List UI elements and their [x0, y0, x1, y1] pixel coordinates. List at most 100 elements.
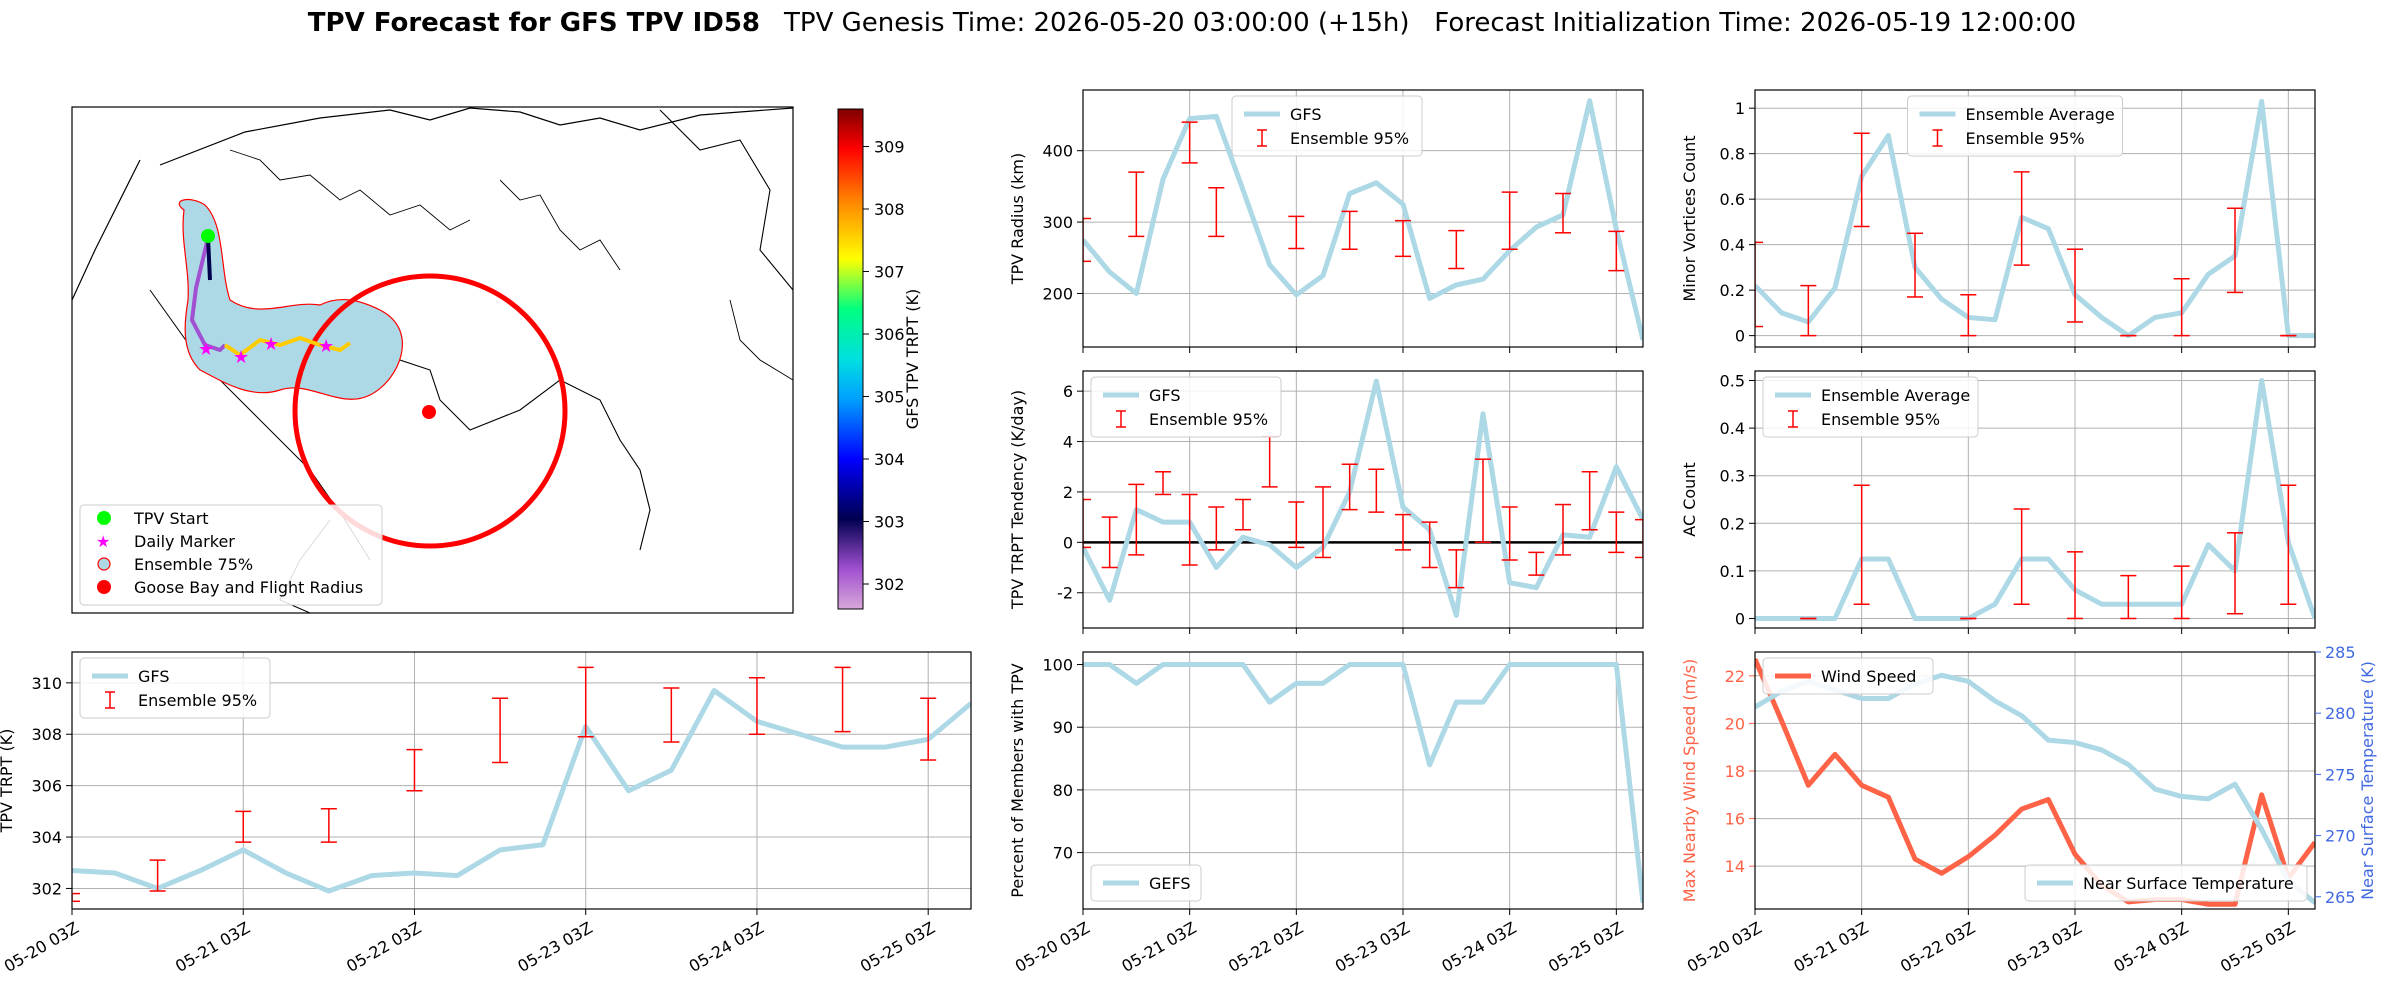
- y-tick-label: 0.3: [1720, 467, 1745, 486]
- panel-ac: 0 0.1 0.2 0.3 0.4 0.5 AC Count Ensemble Average…: [1680, 370, 2316, 634]
- y-tick-label: 80: [1053, 781, 1073, 800]
- plot-area: [1083, 662, 1643, 904]
- x-tick-label: 05-20 03Z: [1, 918, 82, 976]
- legend: Ensemble Average Ensemble 95%: [1907, 95, 2123, 157]
- y-tick-label: 16: [1725, 810, 1745, 829]
- legend-label: Ensemble 95%: [138, 691, 257, 710]
- y-tick-label: 0: [1735, 327, 1745, 346]
- legend-box: [1762, 376, 1979, 438]
- y-axis-label: Minor Vortices Count: [1680, 135, 1699, 301]
- map-track-segment-3: [223, 335, 352, 358]
- map-legend: TPV Start ★ Daily Marker Ensemble 75% Go…: [79, 504, 383, 606]
- y-axis-label: Max Nearby Wind Speed (m/s): [1680, 659, 1699, 902]
- y-tick-label: 70: [1053, 844, 1073, 863]
- y-tick-label: 200: [1042, 284, 1073, 303]
- colorbar-tick-label: 304: [874, 450, 905, 469]
- y-tick-label: 0.1: [1720, 562, 1745, 581]
- y-tick-label: -2: [1057, 584, 1073, 603]
- legend-label: Ensemble Average: [1966, 105, 2115, 124]
- legend-box: [1090, 864, 1202, 902]
- x-tick-label: 05-21 03Z: [172, 918, 253, 976]
- y-tick-label: 0.6: [1720, 190, 1745, 209]
- figure-title: TPV Forecast for GFS TPV ID58 TPV Genesis…: [308, 8, 2076, 38]
- legend: GFS Ensemble 95%: [79, 657, 271, 719]
- series-line-gfs: [1083, 378, 1643, 618]
- y-tick-label: 4: [1063, 433, 1073, 452]
- series-line-gefs: [1083, 662, 1643, 904]
- panel-frame: [1082, 89, 1644, 348]
- series-line-gfs: [72, 688, 971, 894]
- y-tick-label: 0: [1063, 533, 1073, 552]
- map-islands-1: [229, 149, 471, 231]
- x-tick-label: 05-22 03Z: [1225, 918, 1306, 976]
- x-tick-label: 05-20 03Z: [1012, 918, 1093, 976]
- panel-frame: [1082, 370, 1644, 629]
- legend-label: Wind Speed: [1821, 667, 1916, 686]
- y-tick-label: 308: [31, 725, 62, 744]
- series-line-wind-speed: [1755, 658, 2315, 907]
- y-axis-label: AC Count: [1680, 462, 1699, 536]
- legend-box: [1090, 376, 1282, 438]
- legend-box: [1762, 657, 1934, 695]
- series-line-ensemble-average: [1755, 378, 2315, 621]
- map-goose-bay-marker: [422, 405, 436, 419]
- x-tick-label: 05-24 03Z: [2110, 918, 2191, 976]
- colorbar-tick-label: 307: [874, 263, 905, 282]
- map-islands-2: [499, 179, 621, 271]
- map-coastline-greenland: [659, 109, 793, 291]
- map-track-segment-2: [206, 237, 212, 281]
- panel-minor: 0 0.2 0.4 0.6 0.8 1 Minor Vortices Count Ensemb…: [1680, 89, 2316, 353]
- map-coastline-north: [159, 107, 793, 166]
- y-tick-label: 300: [1042, 213, 1073, 232]
- y-tick-label: 0.5: [1720, 372, 1745, 391]
- map-daily-marker-2: ★: [233, 347, 249, 368]
- panel-frame: [1082, 651, 1644, 910]
- legend: Ensemble Average Ensemble 95%: [1762, 376, 1979, 438]
- legend-box: [1231, 95, 1423, 157]
- legend-label: Ensemble 95%: [1290, 129, 1409, 148]
- y-axis-label: Percent of Members with TPV: [1008, 663, 1027, 897]
- legend-box: [2024, 864, 2308, 902]
- plot-area: [1083, 98, 1643, 341]
- y-tick-label: 1: [1735, 99, 1745, 118]
- y-tick-label: 100: [1042, 656, 1073, 675]
- y-right-tick-label: 265: [2325, 888, 2356, 907]
- legend-label: GEFS: [1149, 874, 1191, 893]
- map-border-alaska: [72, 159, 141, 301]
- map-legend-box: [79, 504, 383, 606]
- y-axis-label: TPV TRPT (K): [0, 729, 16, 834]
- y-tick-label: 304: [31, 828, 62, 847]
- y-tick-label: 0.4: [1720, 419, 1745, 438]
- x-tick-label: 05-22 03Z: [1897, 918, 1978, 976]
- plot-area: [1083, 378, 1643, 618]
- series-line-ensemble-average: [1755, 98, 2315, 339]
- figure-title-rest: TPV Genesis Time: 2026-05-20 03:00:00 (+…: [783, 8, 2076, 38]
- x-tick-label: 05-25 03Z: [1545, 918, 1626, 976]
- map-frame: [71, 106, 794, 614]
- map-panel: ★ ★ ★ ★ TPV Start ★ Daily Marker Ensembl…: [71, 106, 922, 614]
- y-tick-label: 18: [1725, 762, 1745, 781]
- legend-box: [1907, 95, 2123, 157]
- map-track-segment-1: [189, 237, 227, 353]
- x-tick-label: 05-23 03Z: [514, 918, 595, 976]
- panel-frame: [1754, 370, 2316, 629]
- legend-tpv-start-icon: [97, 511, 111, 525]
- colorbar-tick-label: 306: [874, 325, 905, 344]
- legend-goose-bay-icon: [97, 580, 111, 594]
- plot-area: [1755, 378, 2315, 621]
- y-axis-label-right: Near Surface Temperature (K): [2358, 661, 2377, 900]
- legend: Wind Speed: [1762, 657, 1934, 695]
- x-tick-label: 05-24 03Z: [686, 918, 767, 976]
- legend-label: GFS: [1149, 386, 1180, 405]
- y-tick-label: 20: [1725, 714, 1745, 733]
- map-coastline-hudson: [379, 329, 651, 551]
- y-axis-label: TPV TRPT Tendency (K/day): [1008, 390, 1027, 610]
- plot-area: [72, 666, 971, 903]
- x-tick-label: 05-23 03Z: [1332, 918, 1413, 976]
- legend-daily-marker-icon: ★: [96, 532, 110, 551]
- y-tick-label: 2: [1063, 483, 1073, 502]
- y-tick-label: 306: [31, 777, 62, 796]
- x-tick-label: 05-25 03Z: [2217, 918, 2298, 976]
- figure-title-bold: TPV Forecast for GFS TPV ID58: [308, 8, 760, 38]
